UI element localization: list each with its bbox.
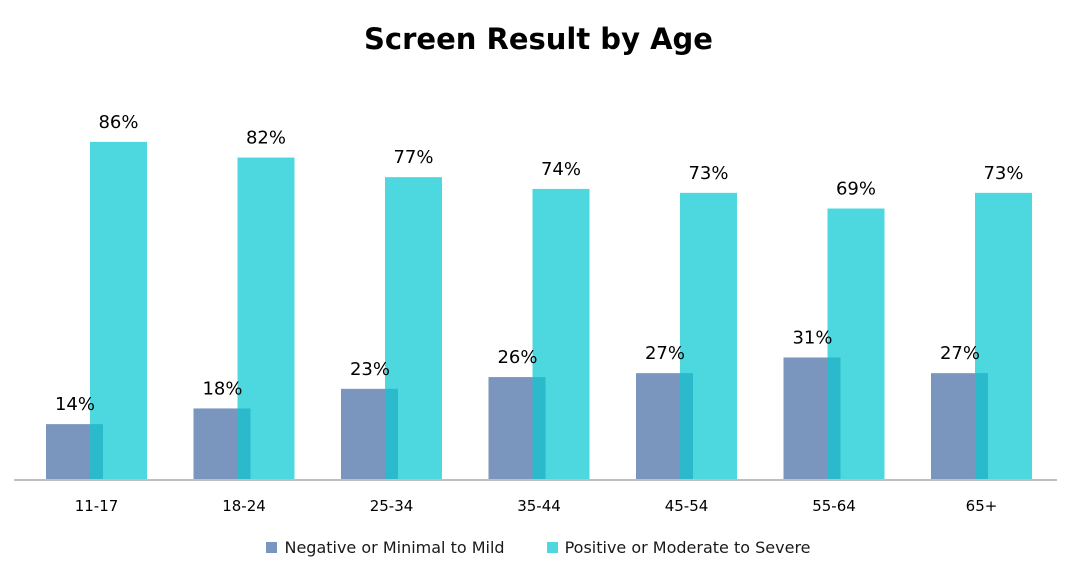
legend-swatch-negative xyxy=(266,542,278,553)
legend-item-positive: Positive or Moderate to Severe xyxy=(546,538,811,557)
bar-overlap xyxy=(90,424,103,479)
data-label-positive: 82% xyxy=(246,128,286,149)
x-tick-label: 65+ xyxy=(966,497,998,515)
data-label-negative: 31% xyxy=(792,327,832,348)
chart-legend: Negative or Minimal to Mild Positive or … xyxy=(0,538,1077,557)
data-label-negative: 27% xyxy=(645,343,685,364)
data-label-negative: 18% xyxy=(202,378,242,399)
data-label-negative: 26% xyxy=(497,347,537,368)
data-label-positive: 86% xyxy=(98,112,138,133)
bar-overlap xyxy=(827,357,841,479)
bar-overlap xyxy=(237,408,251,479)
legend-swatch-positive xyxy=(546,542,558,553)
x-tick-label: 55-64 xyxy=(812,497,856,515)
x-tick-label: 25-34 xyxy=(370,497,414,515)
data-label-positive: 74% xyxy=(541,159,581,180)
bar-overlap xyxy=(680,373,693,479)
bar-overlap xyxy=(975,373,988,479)
data-label-positive: 73% xyxy=(983,163,1023,184)
x-tick-label: 18-24 xyxy=(222,497,266,515)
bar-overlap xyxy=(385,388,398,479)
legend-label-negative: Negative or Minimal to Mild xyxy=(284,538,505,557)
data-label-positive: 73% xyxy=(688,163,728,184)
data-label-negative: 23% xyxy=(350,359,390,380)
data-label-positive: 69% xyxy=(836,179,876,200)
x-tick-label: 11-17 xyxy=(75,497,119,515)
legend-item-negative: Negative or Minimal to Mild xyxy=(266,538,505,557)
bar-overlap xyxy=(532,377,546,479)
bar-positive xyxy=(90,141,147,479)
x-tick-label: 35-44 xyxy=(517,497,561,515)
chart-title: Screen Result by Age xyxy=(364,22,713,56)
data-label-negative: 14% xyxy=(55,394,95,415)
data-label-negative: 27% xyxy=(940,343,980,364)
data-label-positive: 77% xyxy=(393,147,433,168)
x-tick-label: 45-54 xyxy=(665,497,709,515)
legend-label-positive: Positive or Moderate to Severe xyxy=(564,538,811,557)
